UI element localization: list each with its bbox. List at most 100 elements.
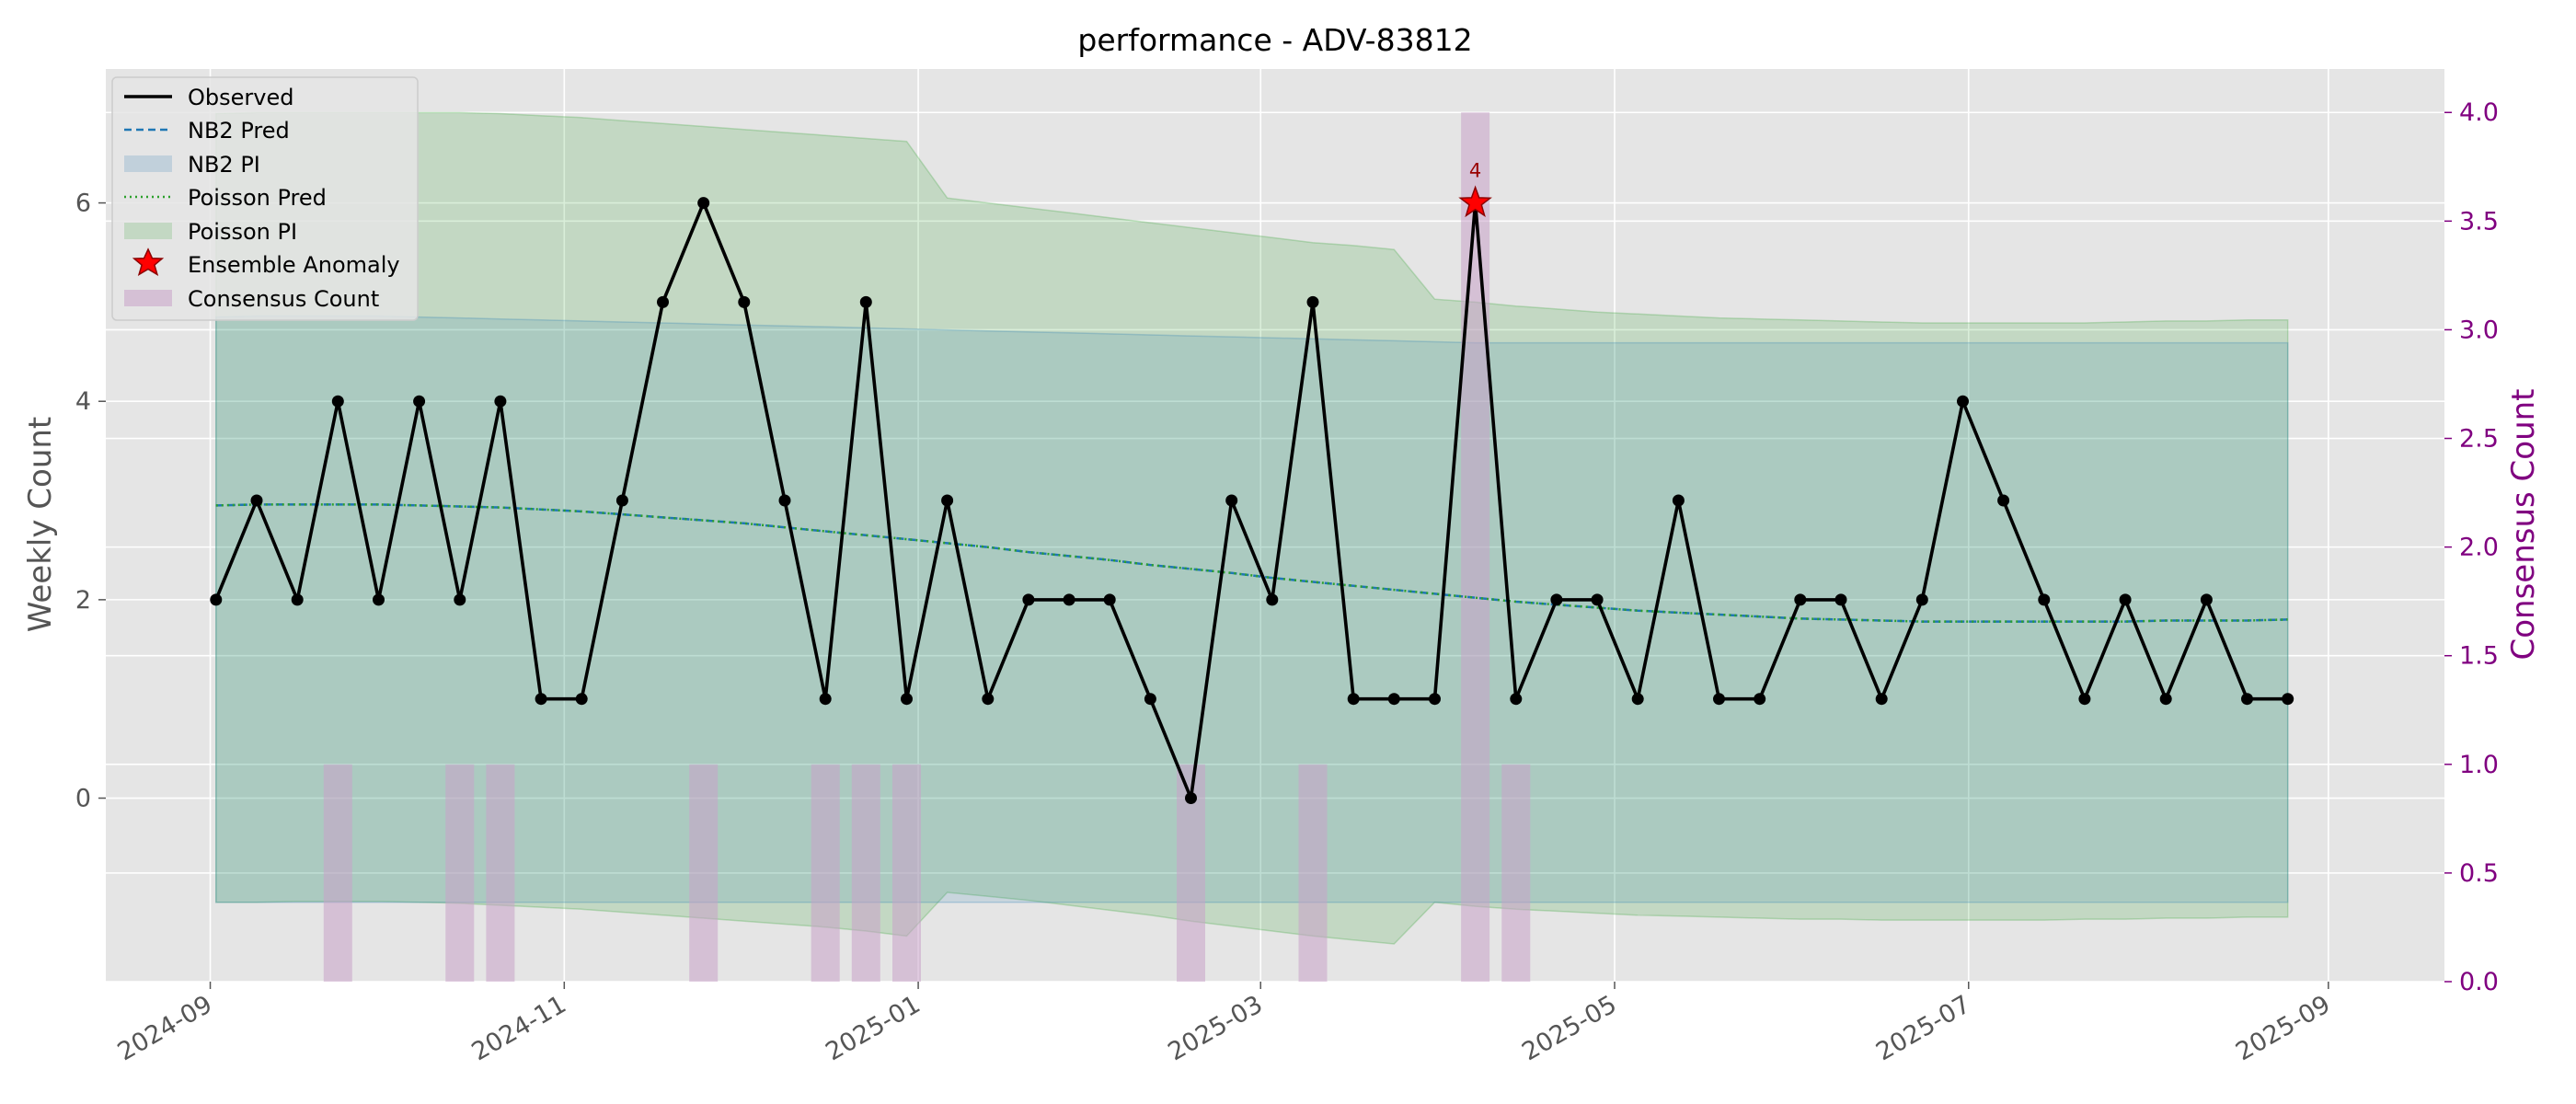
consensus-bar xyxy=(486,764,515,982)
consensus-bar xyxy=(323,764,352,982)
legend-anomaly-label: Ensemble Anomaly xyxy=(188,252,400,278)
legend-nb2-pi-label: NB2 PI xyxy=(188,152,260,178)
observed-point xyxy=(1429,693,1441,706)
observed-point xyxy=(1997,494,2010,507)
observed-point xyxy=(1915,593,1928,606)
observed-point xyxy=(1794,593,1807,606)
observed-point xyxy=(454,593,466,606)
observed-point xyxy=(697,197,710,210)
observed-point xyxy=(901,693,913,706)
observed-point xyxy=(210,593,223,606)
observed-point xyxy=(1306,295,1319,308)
observed-point xyxy=(819,693,832,706)
observed-point xyxy=(1144,693,1156,706)
legend: Observed NB2 Pred NB2 PI Poisson Pred Po… xyxy=(111,76,419,321)
observed-point xyxy=(1266,593,1279,606)
observed-line xyxy=(214,201,2288,800)
observed-point xyxy=(2038,593,2051,606)
observed-point xyxy=(2119,593,2132,606)
observed-point xyxy=(1510,693,1523,706)
observed-series xyxy=(210,197,2294,804)
observed-point xyxy=(1834,593,1847,606)
legend-consensus-swatch xyxy=(124,290,172,306)
nb2-pi-band xyxy=(215,315,2289,903)
anomaly-star-icon xyxy=(1458,185,1492,218)
anomaly-markers: 4 xyxy=(1458,160,1492,218)
consensus-bar xyxy=(1461,112,1490,982)
consensus-bar xyxy=(851,764,880,982)
observed-point xyxy=(778,494,791,507)
legend-anomaly-star-icon xyxy=(132,247,165,277)
grid xyxy=(106,69,2444,983)
y-right-tick-label: 1.0 xyxy=(2459,751,2499,779)
poisson-pred-line xyxy=(215,503,2288,623)
observed-point xyxy=(1713,693,1725,706)
y-tick-label: 4 xyxy=(75,387,91,416)
y-right-tick-label: 3.0 xyxy=(2459,316,2499,344)
observed-point xyxy=(535,693,547,706)
observed-point xyxy=(2241,693,2253,706)
observed-point xyxy=(1103,593,1116,606)
consensus-bar xyxy=(1501,764,1531,982)
observed-point xyxy=(1957,395,1969,408)
legend-poisson-pi-label: Poisson PI xyxy=(188,219,297,245)
y-right-tick-label: 0.0 xyxy=(2459,968,2499,996)
observed-point xyxy=(413,395,426,408)
y-tick-label: 2 xyxy=(75,586,91,615)
observed-point xyxy=(2282,693,2294,706)
y-right-axis-title: Consensus Count xyxy=(2505,388,2542,660)
legend-poisson-pred-label: Poisson Pred xyxy=(188,185,327,211)
y-tick-label: 6 xyxy=(75,190,91,218)
y-right-tick-label: 4.0 xyxy=(2459,98,2499,127)
consensus-bar xyxy=(811,764,840,982)
observed-point xyxy=(494,395,507,408)
observed-point xyxy=(575,693,588,706)
y-right-tick-label: 0.5 xyxy=(2459,859,2499,888)
legend-poisson-pi-swatch xyxy=(124,223,172,239)
observed-point xyxy=(1631,693,1644,706)
observed-point xyxy=(859,295,872,308)
observed-point xyxy=(1225,494,1238,507)
observed-point xyxy=(373,593,385,606)
y-right-tick-label: 2.5 xyxy=(2459,425,2499,454)
observed-point xyxy=(1875,693,1888,706)
legend-nb2-pred-label: NB2 Pred xyxy=(188,118,290,144)
observed-point xyxy=(1063,593,1075,606)
observed-point xyxy=(615,494,628,507)
anomaly-annotation: 4 xyxy=(1469,160,1481,182)
observed-point xyxy=(657,295,669,308)
observed-point xyxy=(1672,494,1685,507)
observed-point xyxy=(291,593,304,606)
legend-observed-label: Observed xyxy=(188,85,293,110)
y-tick-label: 0 xyxy=(75,785,91,813)
observed-point xyxy=(1185,792,1197,804)
legend-box xyxy=(111,76,419,321)
consensus-bar xyxy=(445,764,475,982)
y-right-tick-label: 1.5 xyxy=(2459,642,2499,671)
legend-nb2-pi-swatch xyxy=(124,155,172,172)
y-right-tick-label: 2.0 xyxy=(2459,534,2499,562)
consensus-bar xyxy=(689,764,719,982)
observed-point xyxy=(331,395,344,408)
observed-point xyxy=(2200,593,2213,606)
observed-point xyxy=(2159,693,2172,706)
chart-title: performance - ADV-83812 xyxy=(1077,22,1472,58)
observed-point xyxy=(2078,693,2091,706)
prediction-lines xyxy=(215,503,2288,623)
y-axis-title: Weekly Count xyxy=(22,417,59,633)
consensus-bar xyxy=(1298,764,1328,982)
observed-point xyxy=(941,494,954,507)
observed-point xyxy=(1591,593,1604,606)
observed-point xyxy=(1754,693,1766,706)
observed-point xyxy=(738,295,751,308)
observed-point xyxy=(250,494,263,507)
observed-point xyxy=(1347,693,1360,706)
observed-point xyxy=(982,693,995,706)
observed-point xyxy=(1387,693,1400,706)
consensus-bars xyxy=(323,112,1531,982)
observed-point xyxy=(1022,593,1035,606)
nb2-pi-area xyxy=(215,315,2289,903)
observed-point xyxy=(1550,593,1563,606)
